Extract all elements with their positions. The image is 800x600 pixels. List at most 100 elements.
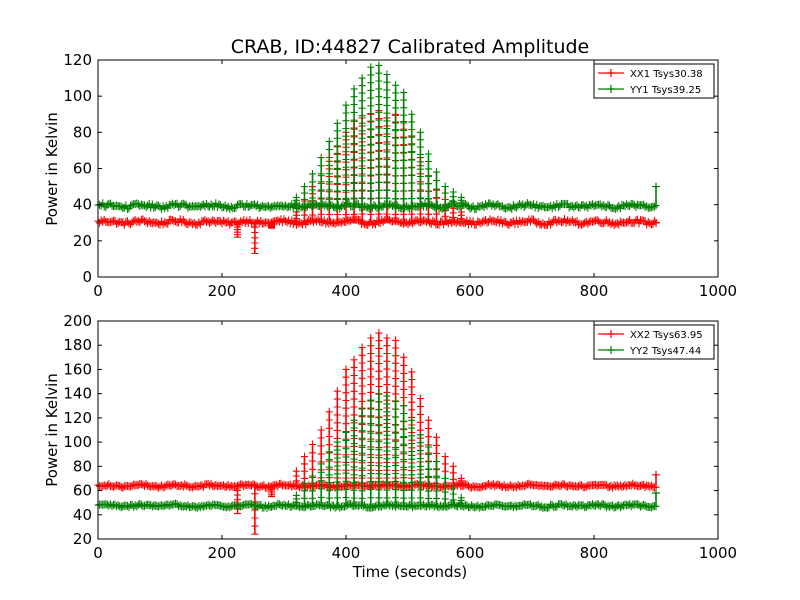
x-tick-label: 0 (93, 282, 103, 300)
transit-spike (457, 493, 465, 507)
transit-spike (408, 416, 416, 507)
series-yy1 (94, 61, 660, 213)
end-spike (652, 218, 660, 227)
transit-spike (358, 404, 366, 507)
y-tick-label: 20 (73, 530, 92, 548)
y-tick-label: 180 (63, 336, 92, 354)
transit-spike (449, 484, 457, 507)
dip-spike (251, 485, 259, 535)
legend-box-bottom (593, 324, 715, 360)
legend-entry-xx1: XX1 Tsys30.38 (598, 69, 703, 80)
y-tick-label: 20 (73, 232, 92, 250)
legend-marker-yy2 (607, 346, 615, 354)
chart-top: 0 200 400 600 800 1000 0 20 40 60 80 100 120 Power i… (43, 51, 737, 300)
transit-spike (292, 207, 300, 223)
transit-spike (375, 389, 383, 507)
transit-spike (317, 459, 325, 507)
transit-spike (358, 74, 366, 207)
transit-spike (425, 150, 432, 207)
y-tick-label: 0 (82, 268, 92, 286)
x-tick-label: 1000 (699, 282, 737, 300)
plot-frame-bottom (97, 320, 719, 540)
x-tick-label: 600 (456, 282, 485, 300)
transit-spike (441, 474, 449, 507)
transit-spike (433, 168, 440, 207)
y-tick-label: 60 (73, 160, 92, 178)
transit-spike (333, 119, 341, 207)
transit-spike (392, 396, 400, 507)
transit-spike (457, 207, 465, 223)
dip-spike (268, 221, 276, 229)
x-tick-label: 400 (332, 282, 361, 300)
transit-spike (457, 474, 465, 487)
y-axis-label-top: Power in Kelvin (43, 112, 61, 226)
transit-spike (325, 447, 333, 507)
legend-box-top (593, 63, 715, 99)
transit-spike (408, 110, 416, 207)
transit-spike (375, 61, 383, 207)
transit-spike (292, 491, 300, 507)
y-tick-label: 100 (63, 87, 92, 105)
transit-spike (301, 182, 308, 207)
transit-spike (342, 101, 350, 207)
transit-spike (317, 153, 325, 207)
transit-spike (350, 416, 358, 507)
y-tick-label: 160 (63, 360, 92, 378)
y-tick-label: 140 (63, 385, 92, 403)
transit-spike (333, 438, 341, 507)
y-tick-label: 60 (73, 482, 92, 500)
legend-marker-xx1 (607, 69, 615, 77)
legend-marker-yy1 (607, 85, 615, 93)
legend-label-xx1: XX1 Tsys30.38 (630, 69, 703, 80)
figure-title: CRAB, ID:44827 Calibrated Amplitude (231, 36, 590, 58)
y-tick-label: 200 (63, 312, 92, 330)
legend-label-yy2: YY2 Tsys47.44 (629, 346, 701, 357)
transit-spike (309, 169, 316, 207)
transit-spike (383, 392, 391, 507)
legend-label-yy1: YY1 Tsys39.25 (629, 85, 701, 96)
transit-spike (449, 188, 457, 207)
series-layer-top (94, 61, 660, 255)
x-tick-label: 0 (93, 544, 103, 562)
transit-spike (350, 84, 358, 207)
dip-spike (251, 221, 259, 255)
transit-spike (441, 182, 449, 207)
x-tick-label: 400 (332, 544, 361, 562)
y-tick-label: 80 (73, 457, 92, 475)
transit-spike (325, 137, 333, 207)
transit-spike (309, 472, 316, 507)
transit-spike (433, 457, 440, 507)
series-layer-bottom (94, 329, 660, 535)
transit-spike (449, 204, 457, 223)
end-spike (652, 182, 660, 207)
y-tick-label: 120 (63, 409, 92, 427)
y-tick-label: 80 (73, 123, 92, 141)
transit-spike (457, 193, 465, 207)
legend-entry-yy1: YY1 Tsys39.25 (598, 85, 701, 96)
transit-spike (301, 479, 308, 507)
dip-spike (268, 485, 276, 498)
x-tick-label: 200 (208, 282, 237, 300)
transit-spike (416, 430, 424, 507)
transit-spike (400, 88, 408, 207)
x-axis-label-bottom: Time (seconds) (352, 563, 468, 581)
y-tick-label: 40 (73, 196, 92, 214)
transit-spike (425, 443, 432, 507)
end-spike (652, 470, 660, 486)
transit-spike (367, 63, 375, 207)
transit-spike (292, 193, 300, 207)
end-spike (652, 488, 660, 506)
series-yy2 (94, 389, 660, 512)
legend-label-xx2: XX2 Tsys63.95 (630, 330, 703, 341)
ticks-top: 0 200 400 600 800 1000 0 20 40 60 80 100 120 (63, 51, 737, 300)
y-tick-label: 100 (63, 433, 92, 451)
chart-bottom: 0 200 400 600 800 1000 20 40 60 80 100 120 140 160 180… (43, 312, 737, 581)
transit-spike (392, 81, 400, 207)
x-tick-label: 800 (580, 282, 609, 300)
transit-spike (342, 428, 350, 507)
transit-spike (292, 467, 300, 487)
x-tick-label: 1000 (699, 544, 737, 562)
transit-spike (400, 401, 408, 507)
dip-spike (234, 221, 241, 238)
